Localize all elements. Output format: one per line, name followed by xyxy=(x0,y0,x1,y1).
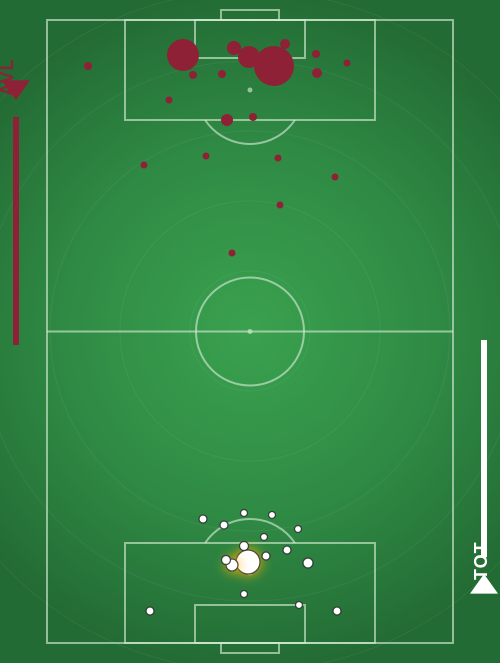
home-shot xyxy=(280,39,290,49)
home-shot xyxy=(277,202,284,209)
shot-map: AVL TOT xyxy=(0,0,500,663)
away-shot xyxy=(262,552,270,560)
away-shot xyxy=(241,510,248,517)
home-shot xyxy=(332,174,339,181)
home-shot xyxy=(189,71,197,79)
home-shot xyxy=(312,68,322,78)
away-shot xyxy=(295,526,302,533)
home-shot xyxy=(275,155,282,162)
home-shot xyxy=(166,97,173,104)
home-shot xyxy=(141,162,148,169)
home-shot xyxy=(344,60,351,67)
home-shot xyxy=(249,113,257,121)
away-shot xyxy=(146,607,154,615)
away-shot xyxy=(220,521,228,529)
away-shot xyxy=(199,515,207,523)
away-shot xyxy=(236,550,260,574)
away-shot xyxy=(303,558,313,568)
away-shot xyxy=(333,607,341,615)
home-shot xyxy=(84,62,92,70)
away-shot xyxy=(261,534,268,541)
away-shot xyxy=(269,512,276,519)
away-shot xyxy=(241,591,248,598)
home-shot xyxy=(229,250,236,257)
home-shot xyxy=(238,46,260,68)
away-team-label: TOT xyxy=(471,541,491,580)
home-team-label: AVL xyxy=(0,58,17,96)
away-shot xyxy=(296,602,303,609)
shot-map-svg: AVL TOT xyxy=(0,0,500,663)
home-shot xyxy=(254,46,294,86)
home-shot xyxy=(203,153,210,160)
away-shot xyxy=(222,556,231,565)
away-shot xyxy=(240,542,249,551)
home-shot xyxy=(221,114,233,126)
home-shot xyxy=(218,70,226,78)
away-shot xyxy=(283,546,291,554)
home-shot xyxy=(312,50,320,58)
home-shot xyxy=(167,39,199,71)
